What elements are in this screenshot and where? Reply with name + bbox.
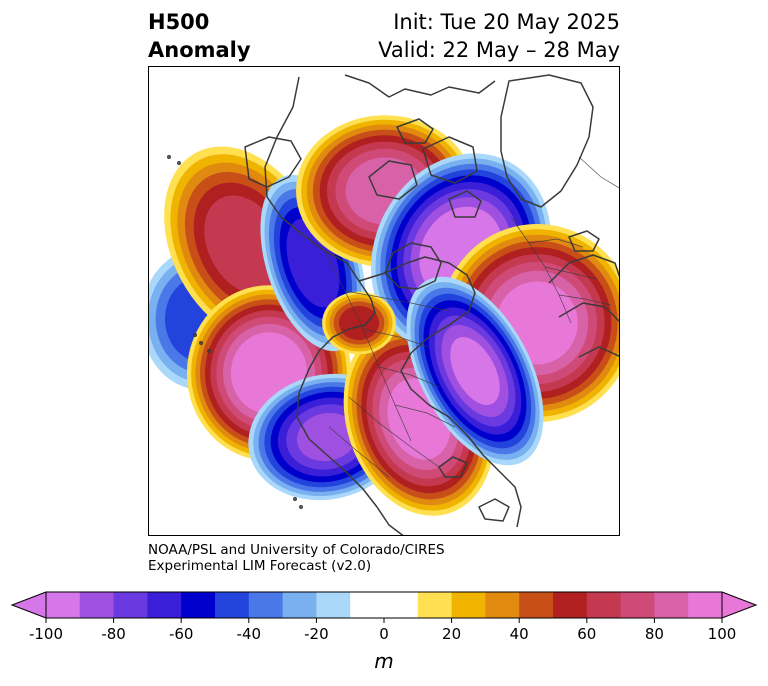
colorbar-tick-label: -80 [101, 625, 126, 643]
colorbar-bin [519, 592, 554, 618]
colorbar-tick-label: 20 [442, 625, 461, 643]
anomaly-field [149, 115, 619, 516]
title-line-2: Anomaly [148, 38, 251, 62]
colorbar-tick-label: 100 [708, 625, 737, 643]
colorbar-bin [79, 592, 114, 618]
colorbar-unit-label: m [374, 649, 393, 673]
colorbar-bin [248, 592, 283, 618]
colorbar-bin [620, 592, 655, 618]
colorbar-bin [485, 592, 520, 618]
colorbar-bin [654, 592, 689, 618]
colorbar-bin [451, 592, 486, 618]
anomaly-contour [296, 412, 358, 462]
colorbar-bin [553, 592, 588, 618]
colorbar-bin [46, 592, 81, 618]
colorbar-tick-label: -60 [169, 625, 194, 643]
colorbar-tick-label: -20 [304, 625, 329, 643]
anomaly-contour [240, 342, 298, 404]
map-title: H500 Anomaly [148, 8, 251, 64]
colorbar-bin [316, 592, 351, 618]
map-panel [148, 66, 620, 536]
title-line-1: H500 [148, 10, 210, 34]
colorbar-under-arrow [10, 591, 47, 619]
colorbar-tick-label: 60 [577, 625, 596, 643]
forecast-dates: Init: Tue 20 May 2025 Valid: 22 May – 28… [378, 8, 620, 64]
colorbar-tick-label: -100 [29, 625, 63, 643]
credit-line-1: NOAA/PSL and University of Colorado/CIRE… [148, 542, 445, 558]
colorbar-bin [417, 592, 452, 618]
colorbar-bin [181, 592, 216, 618]
colorbar-bin [113, 592, 148, 618]
anomaly-center [406, 276, 544, 466]
colorbar-bin [688, 592, 723, 618]
credit-text: NOAA/PSL and University of Colorado/CIRE… [148, 542, 445, 574]
colorbar-bins [10, 591, 758, 619]
colorbar-tick-label: 80 [645, 625, 664, 643]
colorbar-ticks: -100 -80 -60 -40 -20 0 20 40 60 80 100 [29, 618, 736, 643]
init-date: Init: Tue 20 May 2025 [393, 10, 620, 34]
colorbar-bin [586, 592, 621, 618]
colorbar-tick-label: 0 [379, 625, 389, 643]
anomaly-center [322, 291, 396, 355]
credit-line-2: Experimental LIM Forecast (v2.0) [148, 558, 372, 574]
colorbar-bin [147, 592, 182, 618]
colorbar-bin [350, 592, 419, 618]
colorbar-tick-label: -40 [237, 625, 262, 643]
anomaly-contour [338, 305, 380, 341]
colorbar-tick-label: 40 [510, 625, 529, 643]
colorbar: -100 -80 -60 -40 -20 0 20 40 60 80 100 m [10, 591, 758, 673]
political-borders [324, 156, 619, 478]
map-canvas [149, 74, 619, 535]
colorbar-bin [215, 592, 250, 618]
colorbar-over-arrow [721, 591, 758, 619]
coastlines [167, 74, 619, 535]
valid-date: Valid: 22 May – 28 May [378, 38, 620, 62]
anomaly-contour [450, 337, 500, 405]
colorbar-bin [282, 592, 317, 618]
